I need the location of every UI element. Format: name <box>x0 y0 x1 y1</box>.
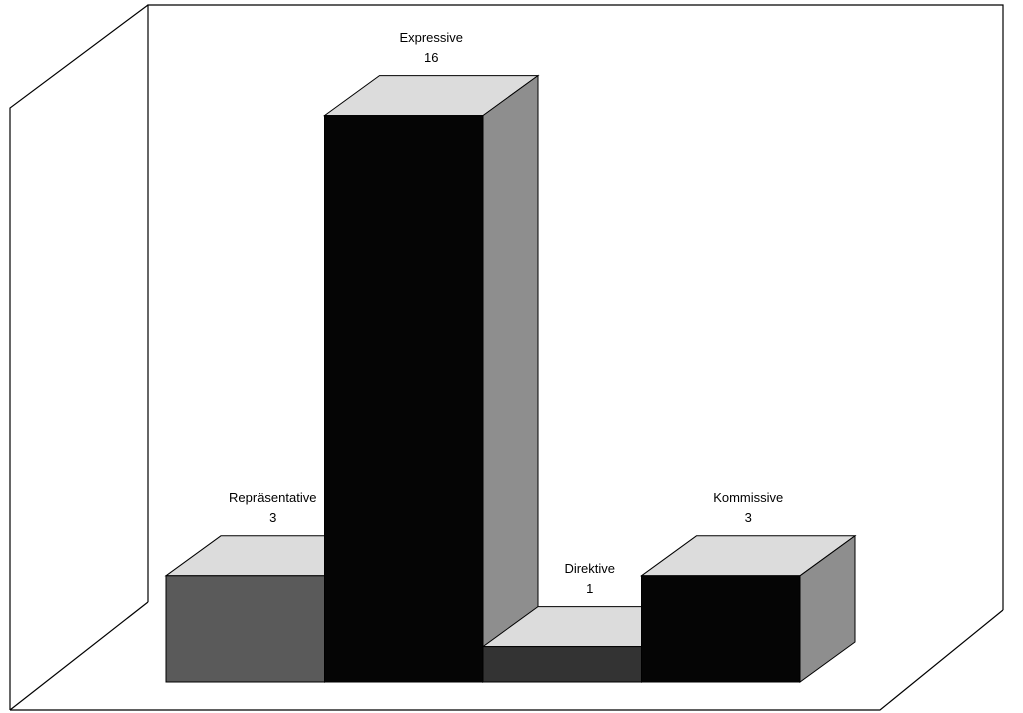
category-label: Repräsentative <box>229 490 316 505</box>
back-wall <box>147 4 1004 610</box>
data-label: 3 <box>745 510 752 525</box>
category-label: Expressive <box>399 30 463 45</box>
category-label: Kommissive <box>713 490 783 505</box>
category-label: Direktive <box>564 561 615 576</box>
bar-side <box>482 74 539 683</box>
data-label: 16 <box>424 50 438 65</box>
bar <box>641 575 801 683</box>
floor-front-edge <box>10 609 1004 711</box>
data-label: 3 <box>269 510 276 525</box>
left-wall <box>9 4 149 710</box>
data-label: 1 <box>586 581 593 596</box>
bar <box>324 115 484 683</box>
bar <box>165 575 325 683</box>
bar <box>482 646 642 683</box>
floor-left-edge <box>9 601 149 711</box>
